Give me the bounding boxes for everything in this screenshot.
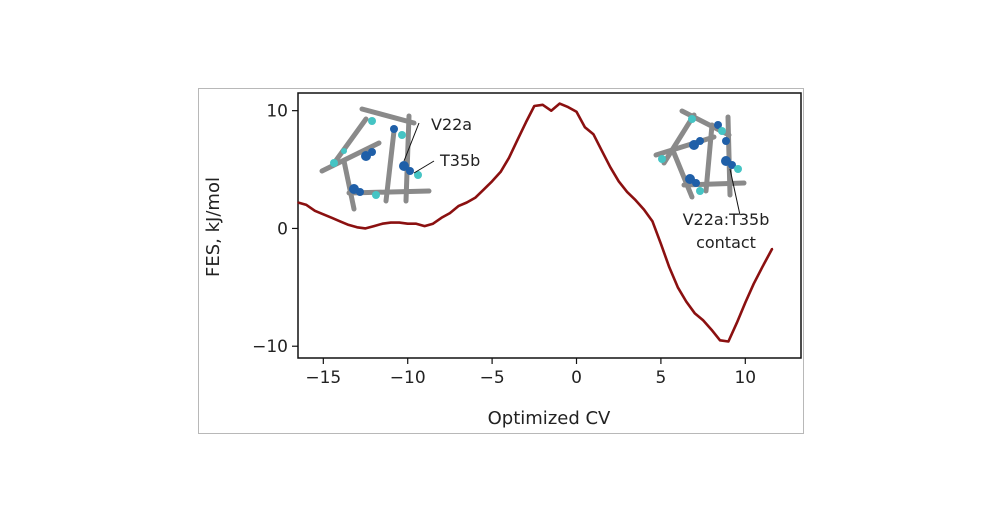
data-point [381,222,384,225]
x-axis-title: Optimized CV [488,408,611,429]
x-tick-label: −10 [390,368,426,388]
data-point [634,199,637,201]
data-point [550,109,552,112]
data-point [356,226,358,229]
data-point [331,217,333,219]
x-tick-label: 5 [655,368,666,388]
data-point [617,180,620,183]
y-axis: −10 0 10 [252,102,298,357]
series-points [297,102,774,343]
data-point [305,204,308,206]
data-point [474,197,477,199]
data-point [499,171,502,173]
y-axis-title: FES, kJ/mol [203,177,224,277]
data-point [761,266,763,269]
data-point [398,221,401,224]
data-point [541,104,544,106]
data-point [533,105,536,107]
data-point [677,286,679,289]
data-point [651,220,654,223]
data-point [482,188,485,191]
x-tick-label: −15 [305,368,341,388]
annotation-t35b: T35b [439,151,480,170]
data-point [364,227,367,230]
data-point [643,208,645,211]
data-point [314,210,316,212]
figure-frame: −10 0 10 −15 −10 −5 0 5 10 Optimized CV FES, kJ… [198,88,804,434]
data-point [558,102,561,105]
data-point [449,212,451,214]
y-tick-label: 0 [277,219,288,239]
data-point [390,221,392,224]
annotation-v22a: V22a [431,115,472,134]
annotation-contact-line2: contact [696,233,756,252]
data-point [491,180,493,183]
data-point [415,222,417,225]
data-point [567,106,569,108]
data-point [592,133,595,135]
x-axis: −15 −10 −5 0 5 10 [305,358,756,388]
data-point [660,243,662,245]
data-point [297,201,299,204]
data-point [727,340,730,343]
x-tick-label: −5 [480,368,505,388]
data-point [736,321,738,324]
data-point [685,300,687,303]
plot-area [297,92,802,359]
data-point [771,247,774,250]
data-point [516,139,519,141]
data-point [347,224,350,226]
annotation-contact-line1: V22a:T35b [683,210,770,229]
data-point [609,166,612,168]
molecular-structure-left-icon [319,106,435,212]
data-point [406,222,409,225]
data-point [752,283,755,285]
data-point [373,225,375,227]
data-point [322,213,325,216]
data-point [702,319,704,322]
data-point [693,312,696,314]
x-tick-label: 0 [571,368,582,388]
data-point [440,217,443,219]
data-point [466,201,468,204]
data-point [423,225,426,227]
data-point [601,149,603,152]
data-point [432,222,434,225]
data-point [668,266,671,269]
data-point [339,220,341,223]
y-tick-label: −10 [252,337,288,357]
data-point [719,339,721,342]
data-point [525,121,527,124]
x-tick-label: 10 [734,368,756,388]
molecular-structure-right-icon [653,108,747,216]
data-point [744,301,747,304]
data-point [584,126,586,128]
data-point [575,111,578,113]
data-point [710,328,713,331]
data-point [508,157,510,159]
fes-chart: −10 0 10 −15 −10 −5 0 5 10 Optimized CV FES, kJ… [203,92,802,429]
data-point [457,205,460,207]
y-tick-label: 10 [266,102,288,122]
data-point [626,191,628,193]
